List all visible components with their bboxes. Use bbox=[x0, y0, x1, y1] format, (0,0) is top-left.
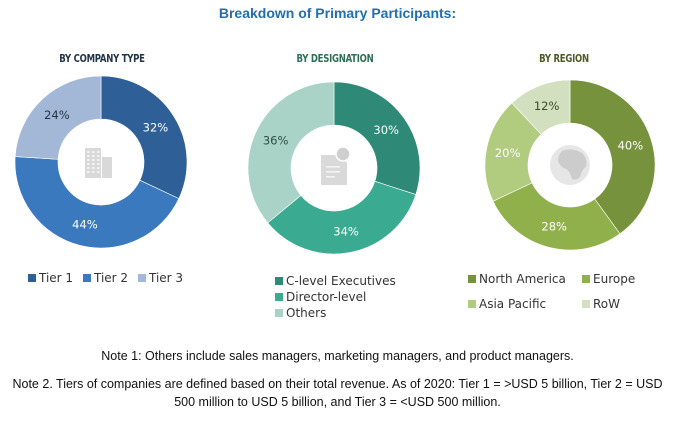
legend-item: Tier 2 bbox=[83, 271, 128, 285]
legend-item: RoW bbox=[582, 297, 620, 311]
slice-row bbox=[511, 79, 571, 135]
data-label: 32% bbox=[143, 120, 169, 134]
data-label: 40% bbox=[618, 138, 644, 152]
legend-item: Europe bbox=[582, 272, 635, 286]
legend-label: Tier 3 bbox=[149, 271, 184, 285]
legend-label: C-level Executives bbox=[286, 274, 396, 288]
data-label: 34% bbox=[333, 224, 359, 238]
legend-swatch bbox=[28, 274, 36, 282]
legend-swatch bbox=[275, 309, 283, 317]
legend-label: North America bbox=[479, 272, 566, 286]
data-label: 20% bbox=[495, 146, 521, 160]
legend-swatch bbox=[138, 274, 146, 282]
legend-swatch bbox=[582, 275, 590, 283]
legend-label: Tier 1 bbox=[39, 271, 74, 285]
legend-swatch bbox=[275, 293, 283, 301]
data-label: 12% bbox=[534, 99, 560, 113]
legend-item: Asia Pacific bbox=[468, 297, 546, 311]
donut-region: 40% 28% 20% 12% bbox=[484, 79, 656, 251]
slice-north-america bbox=[569, 79, 656, 235]
slice-tier-1 bbox=[100, 75, 188, 200]
globe-icon bbox=[550, 145, 590, 185]
chart-title-designation: BY DESIGNATION bbox=[296, 52, 374, 65]
slice-director-level bbox=[267, 180, 417, 255]
legend-item: C-level Executives bbox=[275, 274, 396, 288]
note-2: Note 2. Tiers of companies are defined b… bbox=[12, 377, 663, 409]
data-label: 44% bbox=[72, 217, 98, 231]
legend-label: Director-level bbox=[286, 290, 367, 304]
legend-label: RoW bbox=[593, 297, 621, 311]
data-label: 36% bbox=[263, 134, 289, 148]
slice-europe bbox=[492, 182, 621, 251]
data-label: 24% bbox=[44, 108, 70, 122]
slice-c-level-executives bbox=[333, 81, 421, 195]
chart-title-region: BY REGION bbox=[539, 52, 589, 65]
legend-swatch bbox=[468, 275, 476, 283]
legend-label: Others bbox=[286, 306, 327, 320]
legend-label: Europe bbox=[593, 272, 636, 286]
slice-tier-3 bbox=[14, 75, 102, 160]
data-label: 30% bbox=[373, 123, 399, 137]
legend-item: Tier 1 bbox=[28, 271, 73, 285]
legend-item: Others bbox=[275, 306, 326, 320]
legend-swatch bbox=[275, 277, 283, 285]
donut-company-type: 32% 44% 24% bbox=[14, 75, 188, 249]
legend-swatch bbox=[582, 300, 590, 308]
slice-others bbox=[247, 81, 335, 224]
legend-item: North America bbox=[468, 272, 566, 286]
note-1: Note 1: Others include sales managers, m… bbox=[101, 349, 574, 363]
chart-title-company-type: BY COMPANY TYPE bbox=[59, 52, 145, 65]
legend-item: Tier 3 bbox=[138, 271, 183, 285]
legend-swatch bbox=[83, 274, 91, 282]
slice-tier-2 bbox=[14, 156, 180, 249]
figure-title: Breakdown of Primary Participants: bbox=[218, 5, 457, 21]
document-icon bbox=[321, 146, 351, 185]
legend-item: Director-level bbox=[275, 290, 366, 304]
donut-designation: 30% 34% 36% bbox=[247, 81, 421, 255]
legend-label: Tier 2 bbox=[94, 271, 129, 285]
building-icon bbox=[85, 148, 112, 178]
legend-label: Asia Pacific bbox=[479, 297, 547, 311]
legend-swatch bbox=[468, 300, 476, 308]
data-label: 28% bbox=[541, 220, 567, 234]
